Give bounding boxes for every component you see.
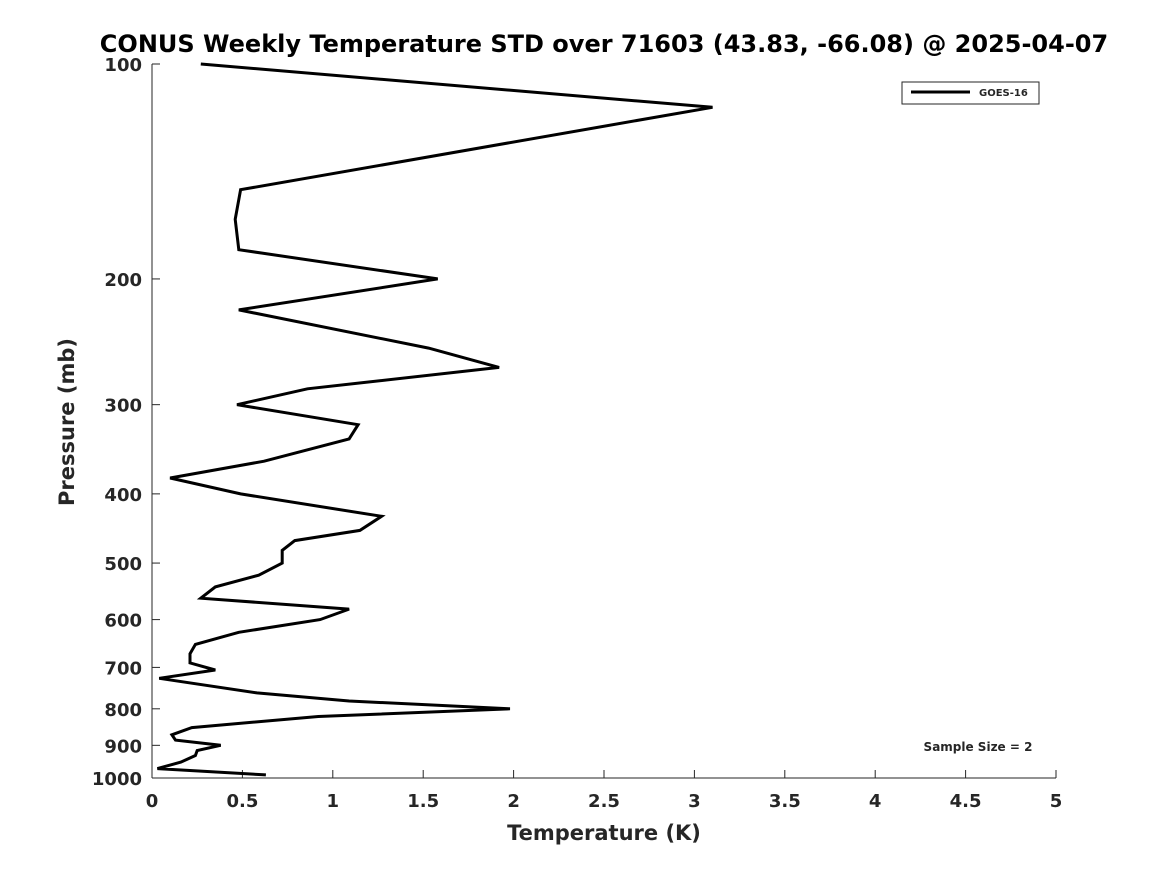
y-tick-label: 700 [104, 658, 142, 679]
y-tick-label: 400 [104, 485, 142, 506]
series-layer [157, 62, 713, 777]
legend: GOES-16 [901, 81, 1040, 105]
y-axis-label: Pressure (mb) [55, 338, 79, 506]
y-tick-label: 300 [104, 396, 142, 417]
x-axis-ticks: 0 0.5 1 1.5 2 2.5 3 3.5 4 4.5 5 [146, 770, 1063, 812]
y-tick-label: 900 [104, 736, 142, 757]
x-tick-label: 0 [146, 791, 159, 812]
x-tick-label: 5 [1050, 791, 1063, 812]
x-tick-label: 3 [688, 791, 701, 812]
y-tick-label: 600 [104, 611, 142, 632]
y-axis-ticks: 100 200 300 400 500 600 700 800 900 1000 [92, 55, 160, 790]
y-tick-label: 200 [104, 270, 142, 291]
y-tick-label: 800 [104, 700, 142, 721]
x-axis-label: Temperature (K) [507, 821, 701, 845]
x-tick-label: 0.5 [226, 791, 258, 812]
y-tick-label: 500 [104, 554, 142, 575]
chart-title: CONUS Weekly Temperature STD over 71603 … [100, 30, 1108, 58]
x-tick-label: 4.5 [950, 791, 982, 812]
x-tick-label: 3.5 [769, 791, 801, 812]
legend-box [901, 81, 1040, 105]
y-tick-label: 100 [104, 55, 142, 76]
y-tick-label: 1000 [92, 769, 142, 790]
legend-label-goes-16: GOES-16 [979, 88, 1028, 99]
sample-size-annotation: Sample Size = 2 [924, 740, 1033, 754]
x-tick-label: 2 [507, 791, 520, 812]
x-tick-label: 1.5 [407, 791, 439, 812]
plot-axes [151, 64, 1056, 779]
x-tick-label: 1 [327, 791, 340, 812]
x-tick-label: 4 [869, 791, 882, 812]
series-line-goes-16 [157, 62, 713, 777]
x-tick-label: 2.5 [588, 791, 620, 812]
